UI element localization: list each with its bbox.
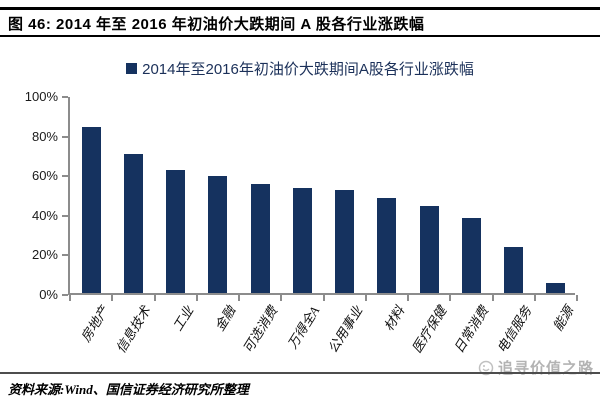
y-axis-tick: [62, 294, 68, 296]
bar-金融: [208, 176, 228, 293]
x-axis-label: 医疗保健: [409, 303, 450, 356]
bar-房地产: [81, 126, 101, 293]
y-axis-label: 0%: [39, 287, 58, 302]
x-axis-label: 房地产: [77, 303, 112, 345]
x-axis-tick: [111, 295, 114, 301]
legend-swatch-icon: [126, 63, 138, 74]
y-axis-tick: [62, 135, 68, 138]
x-axis-label: 公用事业: [324, 303, 365, 356]
y-axis-tick: [62, 175, 68, 178]
y-axis-label: 20%: [31, 247, 58, 263]
x-axis-label: 能源: [549, 303, 577, 334]
x-axis-tick: [533, 295, 536, 301]
x-axis-label: 金融: [211, 303, 239, 334]
title-divider: [0, 35, 600, 37]
figure-title: 图 46: 2014 年至 2016 年初油价大跌期间 A 股各行业涨跌幅: [8, 16, 425, 33]
bar-万得全A: [292, 188, 312, 293]
bar-信息技术: [123, 154, 143, 293]
bar-工业: [166, 170, 186, 293]
chart-legend: 2014年至2016年初油价大跌期间A股各行业涨跌幅: [0, 58, 600, 79]
y-axis-tick: [62, 214, 68, 217]
legend-label: 2014年至2016年初油价大跌期间A股各行业涨跌幅: [142, 61, 474, 78]
x-axis-tick: [280, 295, 283, 301]
x-axis-tick: [576, 295, 578, 301]
bar-可选消费: [250, 184, 270, 293]
x-axis-tick: [195, 295, 198, 301]
bar-日常消费: [461, 217, 481, 293]
x-axis-tick: [153, 295, 156, 301]
source-note: 资料来源:Wind、国信证券经济研究所整理: [8, 382, 249, 397]
plot-area: 0% 20% 40% 60% 80% 100% 房地产 信息技术 工业 金融 可选消费 万得全A 公用事…: [25, 89, 578, 356]
x-axis-label: 工业: [169, 303, 196, 334]
y-axis-label: 60%: [31, 168, 58, 184]
x-axis-label: 日常消费: [451, 303, 492, 356]
x-axis-label: 可选消费: [240, 303, 281, 356]
x-axis-tick: [69, 295, 71, 301]
x-axis-label: 信息技术: [113, 303, 154, 356]
watermark-logo-icon: [478, 360, 494, 375]
x-axis-tick: [322, 295, 325, 301]
y-axis-label: 100%: [24, 89, 58, 104]
y-axis-tick: [62, 96, 68, 98]
watermark: 追寻价值之路: [478, 357, 594, 378]
bar-材料: [377, 197, 397, 293]
x-axis-label: 万得全A: [285, 303, 323, 352]
x-axis-tick: [491, 295, 494, 301]
y-axis-tick: [62, 254, 68, 257]
x-axis-tick: [449, 295, 452, 301]
y-axis-label: 80%: [31, 128, 58, 144]
x-axis-tick: [364, 295, 367, 301]
bar-能源: [546, 283, 566, 293]
bar-公用事业: [335, 190, 355, 293]
y-axis-label: 40%: [31, 207, 58, 223]
bar-医疗保健: [419, 205, 439, 293]
top-divider: [0, 7, 600, 10]
x-axis-tick: [238, 295, 240, 301]
footer-divider: [0, 372, 600, 374]
x-axis-label: 材料: [380, 303, 408, 334]
x-axis-label: 电信服务: [493, 303, 534, 356]
watermark-text: 追寻价值之路: [497, 360, 594, 377]
x-axis-tick: [407, 295, 409, 301]
bar-电信服务: [504, 247, 524, 293]
